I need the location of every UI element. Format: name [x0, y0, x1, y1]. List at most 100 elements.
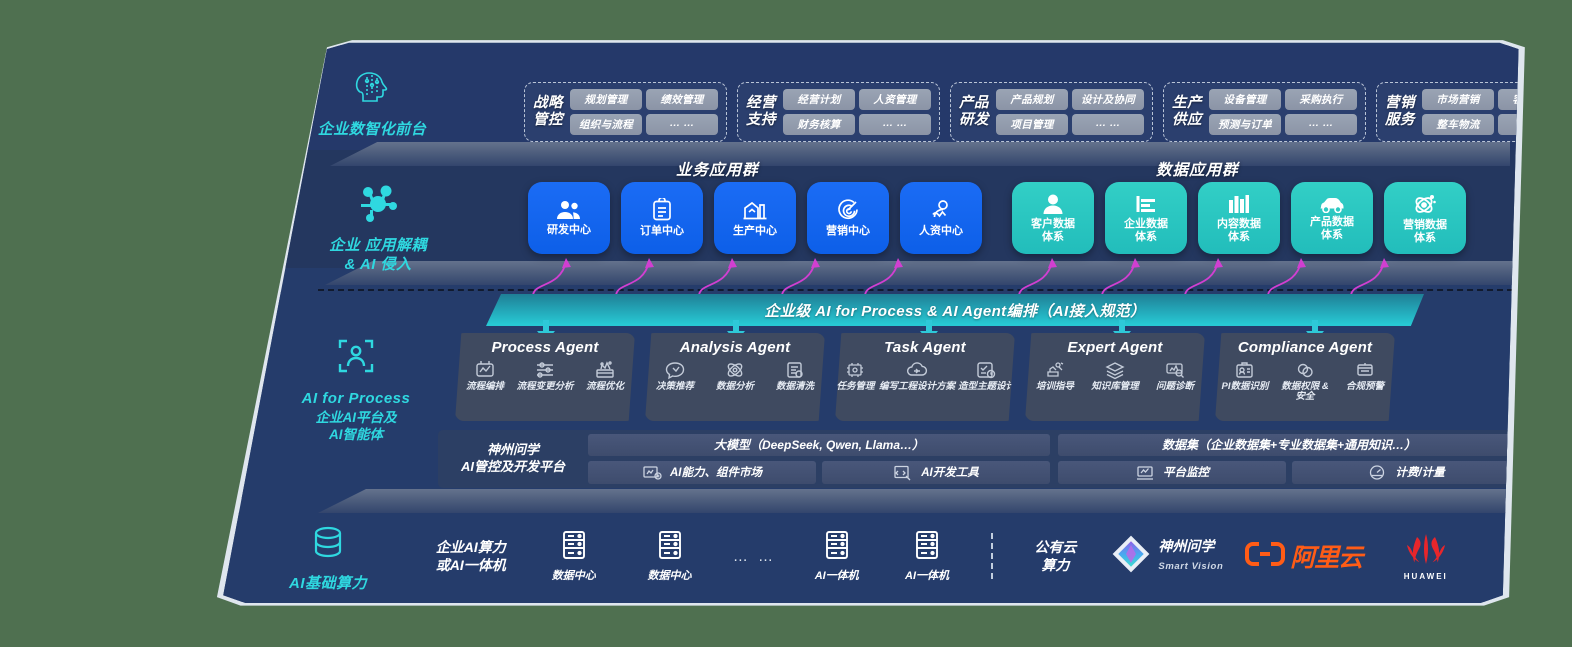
enterprise-compute-label: 企业AI算力 或AI一体机: [416, 538, 526, 574]
agent-feature[interactable]: 决策推荐: [647, 360, 703, 392]
infra-node-datacenter-2[interactable]: 数据中心: [622, 529, 718, 583]
infra-node-label: AI一体机: [905, 569, 950, 582]
agent-name: Analysis Agent: [679, 339, 791, 356]
people-icon: [556, 199, 582, 221]
platform-name-line1: 神州问学: [486, 442, 539, 458]
server-icon: [655, 529, 685, 566]
app-card-order-center[interactable]: 订单中心: [621, 182, 703, 254]
agent-feature[interactable]: 流程优化: [577, 360, 633, 392]
domain-chip[interactable]: 规划管理: [570, 89, 642, 110]
dataset-bar[interactable]: 数据集（企业数据集+专业数据集+通用知识…）: [1058, 434, 1519, 456]
domain-chip[interactable]: 客户关系: [1498, 89, 1519, 110]
car-icon: [1319, 195, 1345, 213]
app-card-hr-center[interactable]: 人资中心: [900, 182, 982, 254]
platform-left-column: 大模型（DeepSeek, Qwen, Llama…） AI能力、组件市场 AI…: [588, 434, 1050, 484]
domain-chip[interactable]: 项目管理: [996, 114, 1068, 135]
app-card-content-data[interactable]: 内容数据 体系: [1198, 182, 1280, 254]
agent-feature[interactable]: 数据分析: [707, 360, 763, 392]
platform-item-ai-market[interactable]: AI能力、组件市场: [588, 460, 816, 484]
person-chart-icon: [929, 198, 954, 222]
domain-chip[interactable]: 经营计划: [783, 89, 855, 110]
app-card-label: 内容数据 体系: [1217, 217, 1261, 243]
agent-feature[interactable]: 编写工程设计方案: [879, 360, 955, 392]
rail-label: AI基础算力: [288, 575, 367, 592]
agent-feature-label: 问题诊断: [1155, 381, 1194, 392]
domain-group-supply[interactable]: 生产 供应 设备管理 采购执行 预测与订单 … …: [1163, 82, 1366, 142]
domain-chip[interactable]: … …: [1072, 114, 1144, 135]
enterprise-compute-line2: 或AI一体机: [435, 557, 506, 573]
agent-feature[interactable]: 任务管理: [835, 360, 876, 392]
domain-chip[interactable]: 整车物流: [1422, 114, 1494, 135]
training-icon: [1044, 360, 1066, 380]
domain-group-strategy[interactable]: 战略 管控 规划管理 绩效管理 组织与流程 … …: [524, 82, 727, 142]
domain-chip[interactable]: … …: [1498, 114, 1519, 135]
domain-chip[interactable]: 产品规划: [996, 89, 1068, 110]
layer-separator-2: [325, 261, 1515, 285]
domain-chip[interactable]: 设备管理: [1209, 89, 1281, 110]
agent-feature[interactable]: 问题诊断: [1147, 360, 1203, 392]
agent-feature[interactable]: 数据权限 & 安全: [1277, 360, 1333, 403]
app-card-enterprise-data[interactable]: 企业数据 体系: [1105, 182, 1187, 254]
domain-chip[interactable]: … …: [859, 114, 931, 135]
ai-orchestration-banner[interactable]: 企业级 AI for Process & AI Agent编排（AI接入规范）: [486, 294, 1424, 326]
brain-head-icon: [272, 66, 472, 115]
app-card-marketing-data[interactable]: 营销数据 体系: [1384, 182, 1466, 254]
domain-name: 产品 研发: [959, 94, 989, 128]
app-card-label: 营销中心: [826, 225, 870, 238]
agent-card-process[interactable]: Process Agent 流程编排 流程变更分析 流程优化: [455, 333, 635, 421]
agent-feature[interactable]: 培训指导: [1027, 360, 1083, 392]
factory-icon: [742, 199, 768, 222]
domain-chip[interactable]: 市场营销: [1422, 89, 1494, 110]
app-card-marketing-center[interactable]: 营销中心: [807, 182, 889, 254]
domain-group-marketing[interactable]: 营销 服务 市场营销 客户关系 整车物流 … …: [1376, 82, 1519, 142]
vendor-huawei[interactable]: HUAWEI: [1372, 532, 1480, 581]
domain-chip[interactable]: 设计及协同: [1072, 89, 1144, 110]
agent-feature[interactable]: 流程编排: [457, 360, 513, 392]
agent-feature[interactable]: 合规预警: [1337, 360, 1393, 403]
agent-card-task[interactable]: Task Agent 任务管理 编写工程设计方案 造型主题设计: [835, 333, 1015, 421]
front-office-domain-groups: 战略 管控 规划管理 绩效管理 组织与流程 … … 经营 支持 经营计划 人资管理 …: [524, 82, 1519, 142]
domain-chip[interactable]: … …: [646, 114, 718, 135]
vendor-smartvision[interactable]: 神州问学 Smart Vision: [1099, 534, 1236, 579]
agent-feature[interactable]: 流程变更分析: [517, 360, 574, 392]
domain-group-operations[interactable]: 经营 支持 经营计划 人资管理 财务核算 … …: [737, 82, 940, 142]
domain-chip[interactable]: 预测与订单: [1209, 114, 1281, 135]
infra-node-ai-appliance-1[interactable]: AI一体机: [792, 529, 882, 583]
vendor-aliyun[interactable]: 阿里云: [1236, 538, 1372, 574]
app-card-label: 产品数据 体系: [1310, 215, 1354, 241]
infra-node-ai-appliance-2[interactable]: AI一体机: [882, 529, 972, 583]
platform-item-monitoring[interactable]: 平台监控: [1058, 460, 1286, 484]
app-card-customer-data[interactable]: 客户数据 体系: [1012, 182, 1094, 254]
domain-chip[interactable]: 组织与流程: [570, 114, 642, 135]
infra-node-datacenter-1[interactable]: 数据中心: [526, 529, 622, 583]
app-card-rnd-center[interactable]: 研发中心: [528, 182, 610, 254]
agent-feature[interactable]: PI数据识别: [1217, 360, 1273, 403]
business-app-group-title: 业务应用群: [676, 162, 759, 179]
enterprise-compute-line1: 企业AI算力: [435, 538, 506, 555]
layer-band-infrastructure: [223, 512, 1519, 602]
domain-chip[interactable]: 财务核算: [783, 114, 855, 135]
agent-card-compliance[interactable]: Compliance Agent PI数据识别 数据权限 & 安全 合规预警: [1215, 333, 1395, 421]
infra-ellipsis: … …: [732, 547, 777, 565]
target-icon: [836, 198, 860, 222]
server-icon: [912, 529, 942, 566]
domain-chip[interactable]: 人资管理: [859, 89, 931, 110]
domain-chip[interactable]: 绩效管理: [646, 89, 718, 110]
platform-item-billing[interactable]: 计费/计量: [1292, 460, 1519, 484]
agent-feature[interactable]: 知识库管理: [1087, 360, 1143, 392]
app-card-production-center[interactable]: 生产中心: [714, 182, 796, 254]
app-card-label: 生产中心: [733, 224, 777, 237]
domain-chip[interactable]: 采购执行: [1285, 89, 1357, 110]
domain-group-rnd[interactable]: 产品 研发 产品规划 设计及协同 项目管理 … …: [950, 82, 1153, 142]
agent-card-expert[interactable]: Expert Agent 培训指导 知识库管理 问题诊断: [1025, 333, 1205, 421]
platform-item-label: AI能力、组件市场: [670, 467, 762, 480]
agent-card-analysis[interactable]: Analysis Agent 决策推荐 数据分析 数据清洗: [645, 333, 825, 421]
app-card-product-data[interactable]: 产品数据 体系: [1291, 182, 1373, 254]
server-icon: [559, 529, 589, 566]
database-icon: [228, 522, 428, 569]
domain-chip[interactable]: … …: [1285, 114, 1357, 135]
agent-feature[interactable]: 造型主题设计: [958, 360, 1015, 392]
large-model-bar[interactable]: 大模型（DeepSeek, Qwen, Llama…）: [588, 434, 1050, 456]
agent-feature[interactable]: 数据清洗: [767, 360, 823, 392]
platform-item-dev-tools[interactable]: AI开发工具: [822, 460, 1050, 484]
